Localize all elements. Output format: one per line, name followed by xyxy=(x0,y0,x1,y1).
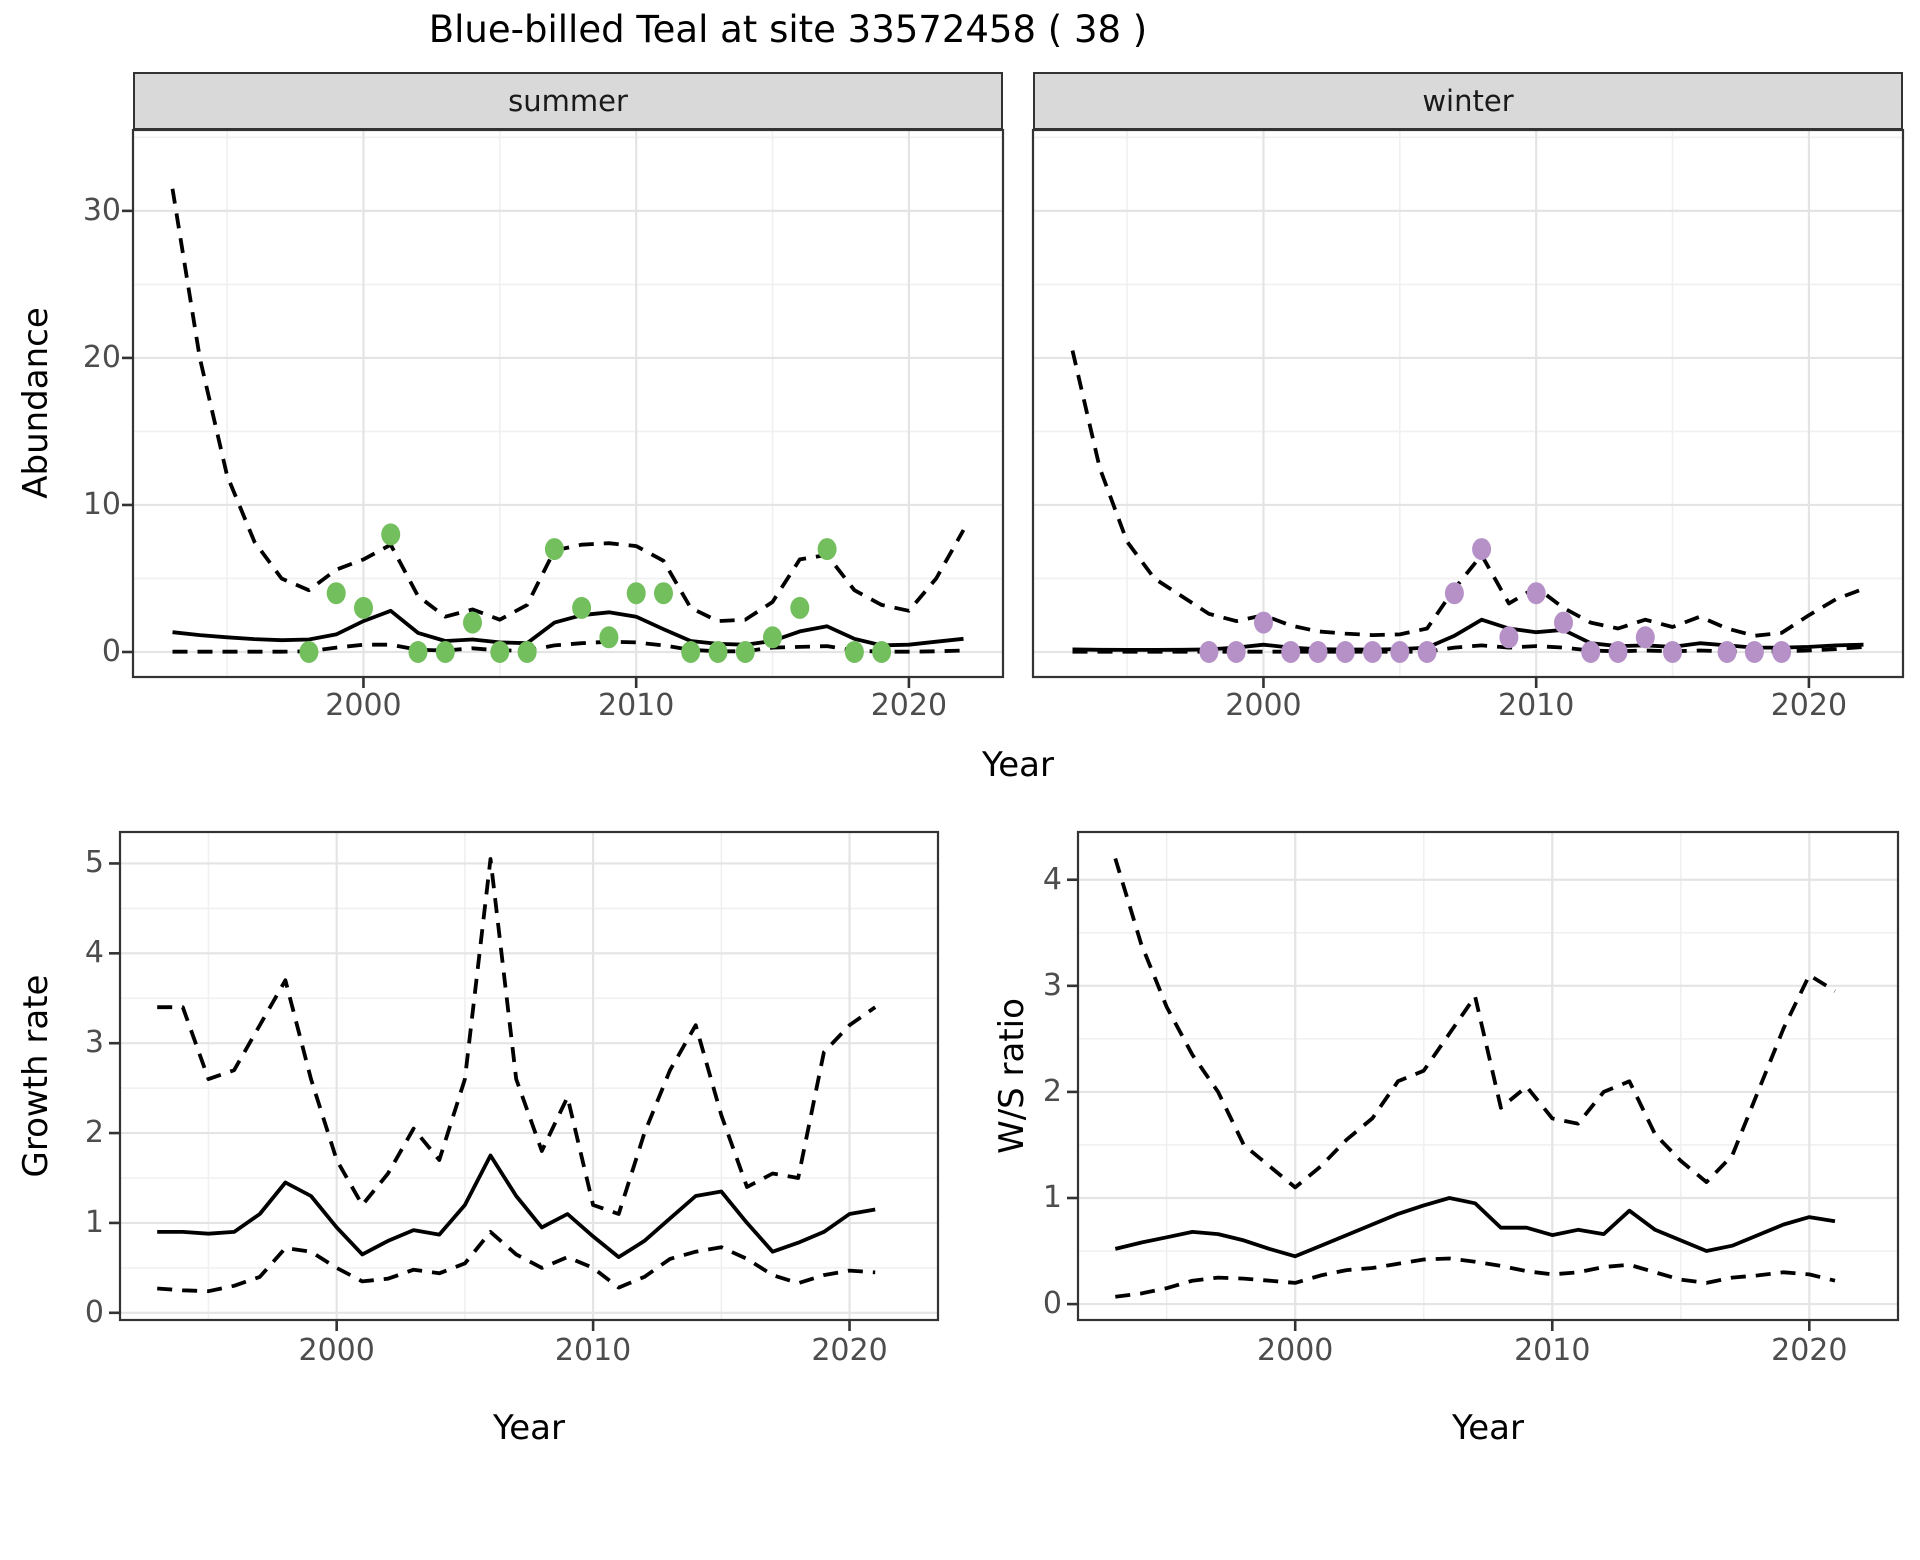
y-tick-label: 0 xyxy=(101,634,121,669)
x-tick-label: 2000 xyxy=(298,1333,375,1368)
ci-line xyxy=(1070,350,1865,638)
data-point xyxy=(1472,538,1492,561)
ci-line xyxy=(1115,1256,1836,1299)
x-tick-label: 2000 xyxy=(325,688,402,723)
data-point xyxy=(1308,641,1328,663)
y-tick-label: 30 xyxy=(82,192,121,228)
panel-growth-rate xyxy=(109,830,940,1331)
x-tick-label: 2010 xyxy=(1497,688,1575,723)
x-tick-label: 2010 xyxy=(554,1333,632,1368)
panel-border xyxy=(131,128,1005,679)
panel-abundance-winter xyxy=(1031,128,1905,688)
y-tick-label: 2 xyxy=(1042,1073,1062,1109)
data-point xyxy=(681,641,701,663)
ci-line xyxy=(170,188,966,623)
data-point xyxy=(1417,641,1437,663)
data-point xyxy=(1772,641,1792,663)
data-point xyxy=(1499,626,1519,649)
data-point xyxy=(654,582,673,605)
data-point xyxy=(381,523,401,546)
y-tick-label: 3 xyxy=(1042,967,1062,1003)
y-tick-label: 1 xyxy=(1042,1180,1062,1215)
data-point xyxy=(408,641,428,663)
data-point xyxy=(1554,611,1573,634)
data-point xyxy=(572,596,592,619)
data-point xyxy=(544,538,564,561)
data-point xyxy=(490,641,510,663)
data-point xyxy=(1635,626,1655,649)
data-point xyxy=(844,641,864,663)
fit-line xyxy=(172,608,964,648)
data-point xyxy=(1581,641,1601,663)
panel-border xyxy=(1076,830,1900,1322)
x-axis-title-year-growth: Year xyxy=(493,1408,565,1448)
data-point xyxy=(626,582,646,605)
data-point xyxy=(517,641,537,663)
data-point xyxy=(463,611,482,634)
data-point xyxy=(735,641,755,663)
panel-abundance-summer xyxy=(122,128,1005,688)
data-point xyxy=(1390,641,1410,663)
data-point xyxy=(1254,611,1273,634)
data-point xyxy=(1444,582,1464,605)
x-tick-label: 2020 xyxy=(1771,1333,1848,1368)
y-tick-label: 20 xyxy=(82,339,121,375)
y-tick-label: 5 xyxy=(84,845,104,881)
data-point xyxy=(1199,641,1219,663)
data-point xyxy=(790,596,810,619)
data-point xyxy=(299,641,319,663)
data-point xyxy=(763,626,782,649)
x-tick-label: 2020 xyxy=(811,1333,888,1368)
panel-border xyxy=(1031,128,1905,679)
x-tick-label: 2000 xyxy=(1225,688,1302,723)
data-point xyxy=(1281,641,1301,663)
y-tick-label: 4 xyxy=(1042,861,1062,897)
facet-label-winter: winter xyxy=(1422,84,1514,118)
data-point xyxy=(817,538,837,561)
data-point xyxy=(1363,641,1382,663)
y-tick-label: 10 xyxy=(82,486,121,522)
data-point xyxy=(354,596,373,619)
fit-line xyxy=(157,1153,876,1260)
y-tick-label: 4 xyxy=(84,935,104,971)
data-point xyxy=(1608,641,1628,663)
data-point xyxy=(1744,641,1764,663)
fit-line xyxy=(1114,1196,1836,1259)
ci-line xyxy=(157,1229,876,1294)
x-tick-label: 2020 xyxy=(1770,688,1848,723)
panel-ws-ratio xyxy=(1067,830,1900,1331)
x-tick-label: 2010 xyxy=(597,688,675,723)
figure-title: Blue-billed Teal at site 33572458 ( 38 ) xyxy=(428,8,1148,51)
data-point xyxy=(1663,641,1682,663)
y-tick-label: 0 xyxy=(84,1294,104,1330)
data-point xyxy=(326,582,346,605)
facet-label-summer: summer xyxy=(508,84,628,118)
x-axis-title-year-ws: Year xyxy=(1452,1408,1524,1448)
ci-line xyxy=(157,857,877,1216)
y-tick-label: 1 xyxy=(84,1204,104,1240)
data-point xyxy=(1717,641,1737,663)
y-tick-label: 0 xyxy=(1042,1286,1062,1322)
y-axis-title-abundance: Abundance xyxy=(16,307,56,499)
x-tick-label: 2000 xyxy=(1257,1333,1334,1368)
facet-strip-summer: summer xyxy=(133,72,1003,130)
data-point xyxy=(872,641,892,663)
x-tick-label: 2020 xyxy=(870,688,948,723)
data-point xyxy=(1526,582,1546,605)
data-point xyxy=(708,641,728,663)
panel-border xyxy=(118,830,940,1322)
x-axis-title-year-top: Year xyxy=(982,745,1054,785)
y-tick-label: 2 xyxy=(84,1115,104,1151)
data-point xyxy=(599,626,619,649)
data-point xyxy=(435,641,455,663)
data-point xyxy=(1335,641,1355,663)
y-tick-label: 3 xyxy=(84,1025,104,1061)
x-tick-label: 2010 xyxy=(1514,1333,1591,1368)
data-point xyxy=(1226,641,1246,663)
